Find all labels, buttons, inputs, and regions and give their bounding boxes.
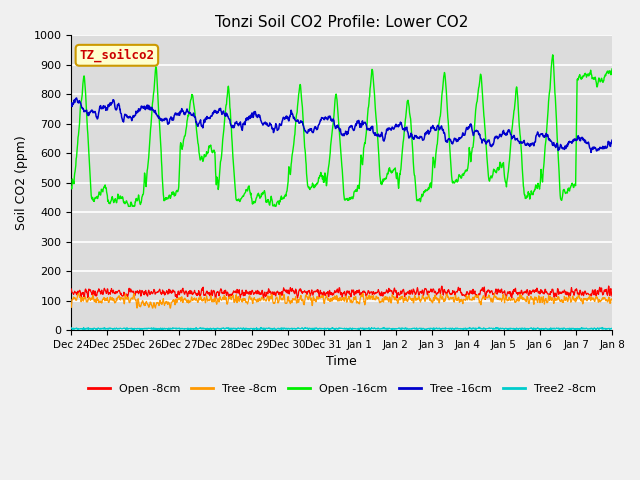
Title: Tonzi Soil CO2 Profile: Lower CO2: Tonzi Soil CO2 Profile: Lower CO2 [215, 15, 468, 30]
Y-axis label: Soil CO2 (ppm): Soil CO2 (ppm) [15, 135, 28, 230]
X-axis label: Time: Time [326, 355, 357, 369]
Legend: Open -8cm, Tree -8cm, Open -16cm, Tree -16cm, Tree2 -8cm: Open -8cm, Tree -8cm, Open -16cm, Tree -… [83, 379, 600, 398]
Text: TZ_soilco2: TZ_soilco2 [79, 48, 154, 62]
